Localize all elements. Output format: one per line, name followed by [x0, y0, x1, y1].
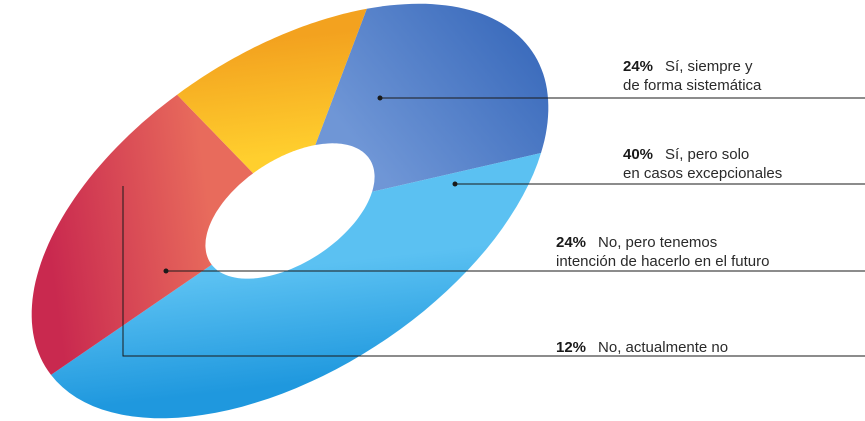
slice-percent: 12%: [556, 339, 587, 356]
slice-no: [177, 8, 367, 174]
leader-dot-2: [452, 181, 458, 187]
leader-line-4: [122, 186, 865, 357]
slice-label-line1: No, actualmente no: [598, 339, 729, 356]
leader-dot-1: [377, 95, 383, 101]
legend-label-future: 24% No, pero tenemos intención de hacerlo…: [556, 233, 769, 271]
slice-future: [31, 94, 254, 375]
slice-label-line2: intención de hacerlo en el futuro: [556, 253, 770, 270]
leader-lines: [122, 95, 865, 357]
slice-label-line1: No, pero tenemos: [598, 234, 718, 251]
slices-group: [31, 3, 549, 419]
slice-percent: 24%: [556, 234, 587, 251]
slice-label-line1: Sí, pero solo: [665, 146, 750, 163]
slice-label-line2: de forma sistemática: [623, 77, 762, 94]
legend-label-no: 12% No, actualmente no: [556, 338, 728, 357]
legend-label-always: 24% Sí, siempre y de forma sistemática: [623, 57, 761, 95]
legend-label-exceptional: 40% Sí, pero solo en casos excepcionales: [623, 145, 782, 183]
leader-dot-3: [163, 268, 169, 274]
slice-percent: 40%: [623, 146, 654, 163]
slice-label-line2: en casos excepcionales: [623, 165, 783, 182]
slice-label-line1: Sí, siempre y: [665, 58, 753, 75]
slice-exceptional: [51, 153, 541, 419]
slice-percent: 24%: [623, 58, 654, 75]
